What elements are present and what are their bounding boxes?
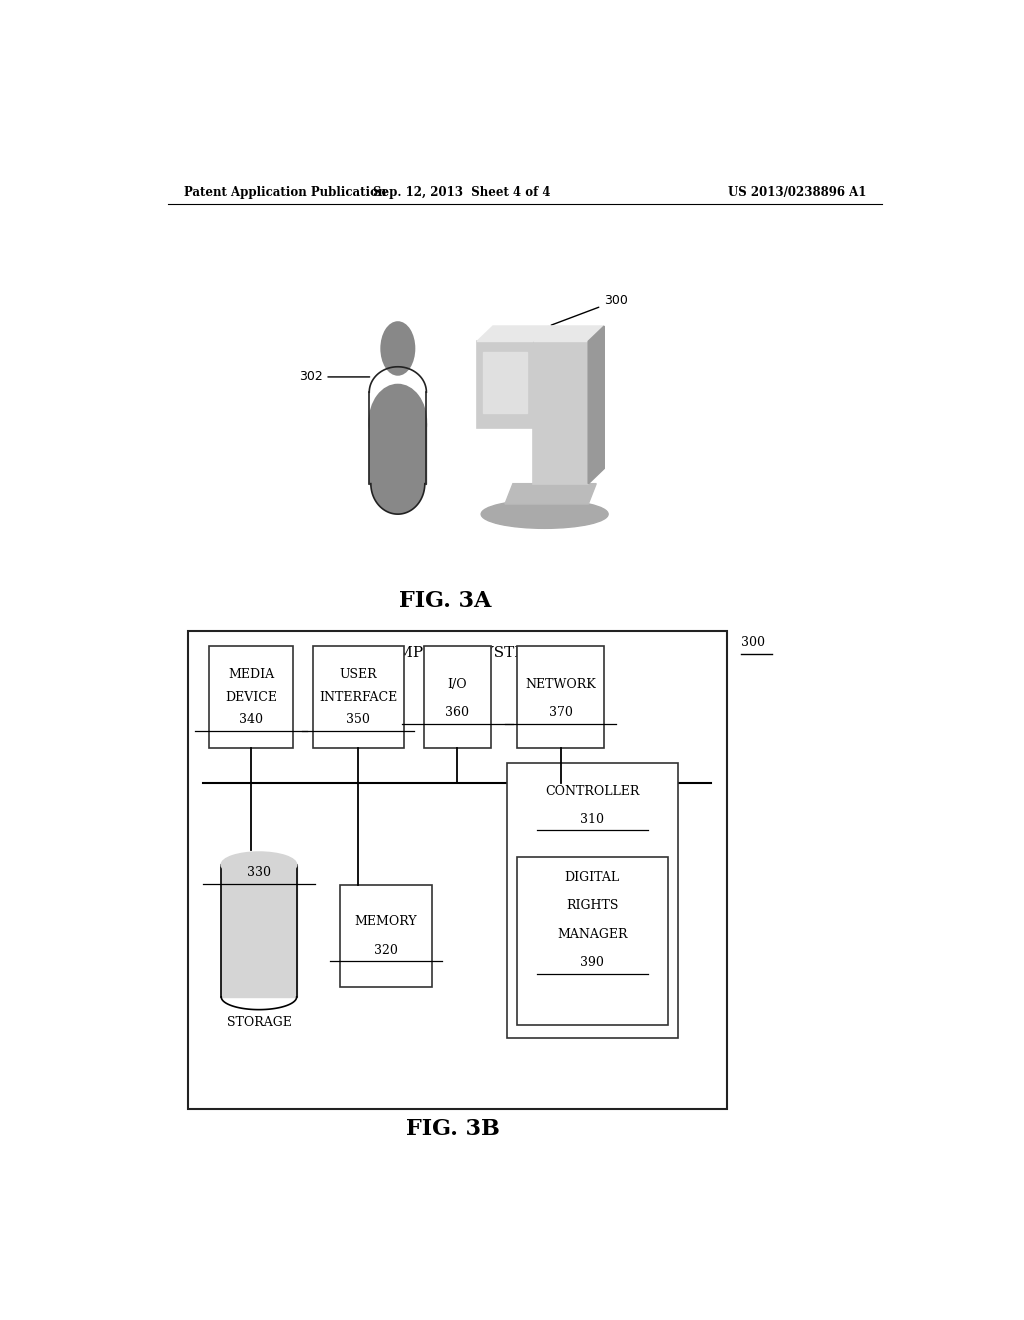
Polygon shape: [588, 326, 604, 483]
Text: 320: 320: [374, 944, 398, 957]
Text: MEMORY: MEMORY: [354, 915, 417, 928]
Bar: [370, 422, 426, 483]
Text: Patent Application Publication: Patent Application Publication: [183, 186, 386, 199]
Polygon shape: [505, 483, 596, 504]
Polygon shape: [477, 342, 532, 428]
Text: 300: 300: [551, 294, 628, 325]
Bar: [517, 647, 604, 748]
Text: 302: 302: [299, 371, 370, 383]
Text: 330: 330: [247, 866, 271, 879]
Text: MANAGER: MANAGER: [557, 928, 628, 941]
Polygon shape: [477, 326, 549, 342]
Text: DEVICE: DEVICE: [225, 690, 278, 704]
Text: STORAGE: STORAGE: [226, 1016, 292, 1028]
Text: 370: 370: [549, 706, 572, 719]
Bar: [424, 647, 492, 748]
Polygon shape: [482, 351, 527, 412]
Bar: [209, 647, 293, 748]
Text: INTERFACE: INTERFACE: [319, 690, 397, 704]
Ellipse shape: [370, 384, 426, 461]
Text: NETWORK: NETWORK: [525, 678, 596, 692]
Text: FIG. 3B: FIG. 3B: [407, 1118, 501, 1140]
Text: 310: 310: [581, 813, 604, 825]
Bar: [507, 763, 678, 1038]
Text: 340: 340: [239, 713, 263, 726]
Text: 390: 390: [581, 957, 604, 969]
Bar: [187, 631, 727, 1109]
Text: COMPUTER SYSTEM: COMPUTER SYSTEM: [374, 647, 542, 660]
Text: CONTROLLER: CONTROLLER: [545, 785, 639, 799]
Bar: [517, 857, 668, 1024]
Text: 350: 350: [346, 713, 370, 726]
Ellipse shape: [481, 500, 608, 528]
Text: US 2013/0238896 A1: US 2013/0238896 A1: [728, 186, 866, 199]
Text: MEDIA: MEDIA: [228, 668, 274, 681]
Polygon shape: [532, 342, 588, 483]
Text: USER: USER: [339, 668, 377, 681]
Ellipse shape: [221, 853, 297, 878]
Bar: [221, 865, 297, 997]
Ellipse shape: [371, 453, 425, 515]
Text: FIG. 3A: FIG. 3A: [399, 590, 492, 611]
Bar: [340, 886, 431, 987]
Text: RIGHTS: RIGHTS: [566, 899, 618, 912]
Text: Sep. 12, 2013  Sheet 4 of 4: Sep. 12, 2013 Sheet 4 of 4: [373, 186, 550, 199]
Bar: [312, 647, 403, 748]
Text: I/O: I/O: [447, 678, 467, 692]
Ellipse shape: [381, 322, 415, 375]
Text: 360: 360: [445, 706, 469, 719]
Polygon shape: [532, 326, 604, 342]
Text: 300: 300: [741, 636, 766, 649]
Text: DIGITAL: DIGITAL: [564, 871, 620, 884]
